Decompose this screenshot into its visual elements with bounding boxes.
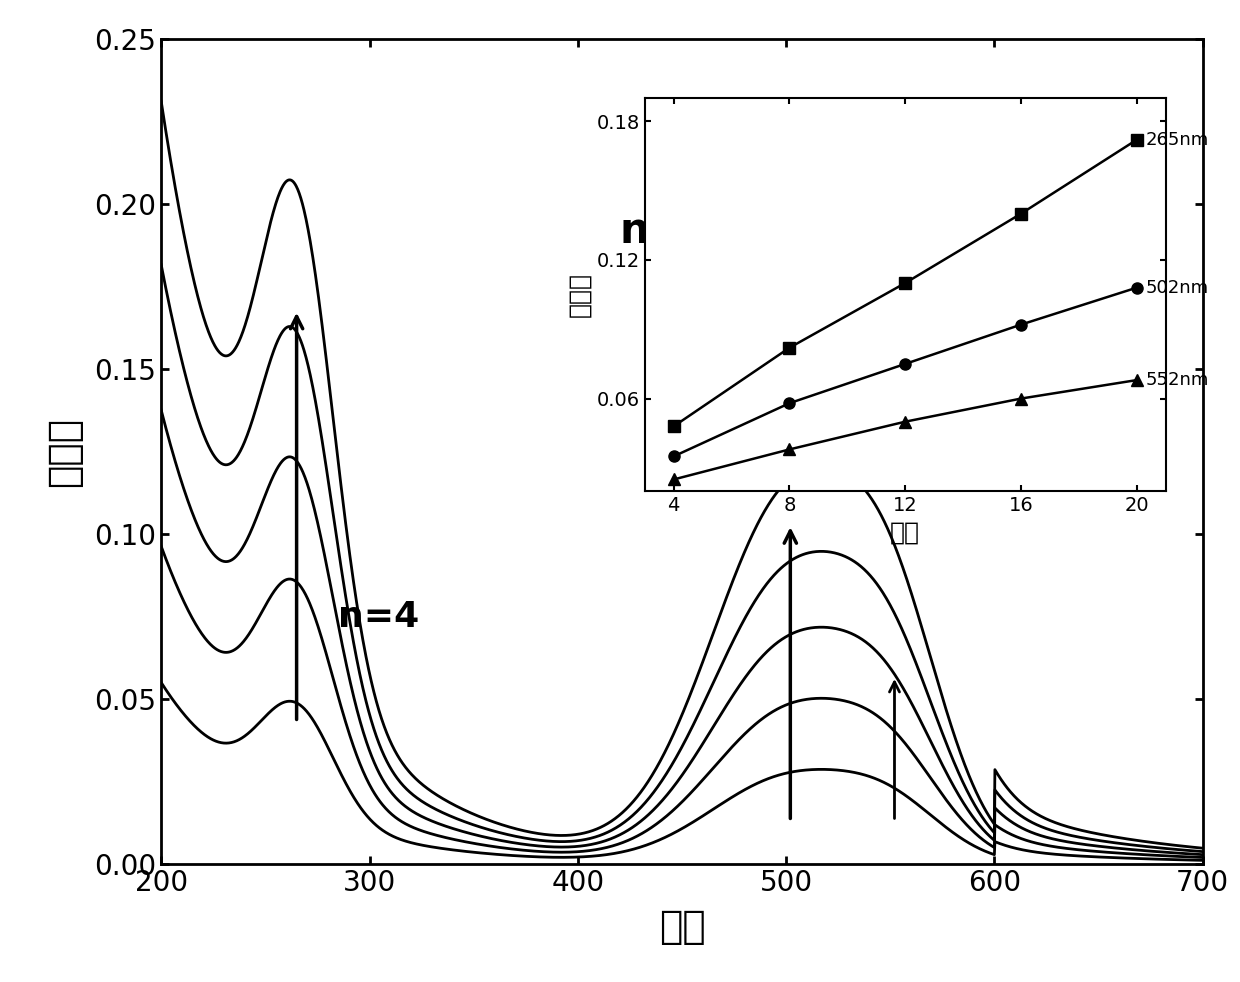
Text: 265nm: 265nm xyxy=(1146,131,1209,149)
X-axis label: 波长: 波长 xyxy=(658,908,706,946)
Text: 502nm: 502nm xyxy=(1146,279,1209,297)
Text: 552nm: 552nm xyxy=(1146,371,1209,389)
Y-axis label: 吸光度: 吸光度 xyxy=(45,416,83,487)
Text: n=20: n=20 xyxy=(620,211,742,252)
Y-axis label: 吸光度: 吸光度 xyxy=(567,272,591,317)
Text: n=4: n=4 xyxy=(339,600,419,633)
X-axis label: 层数: 层数 xyxy=(890,520,920,544)
